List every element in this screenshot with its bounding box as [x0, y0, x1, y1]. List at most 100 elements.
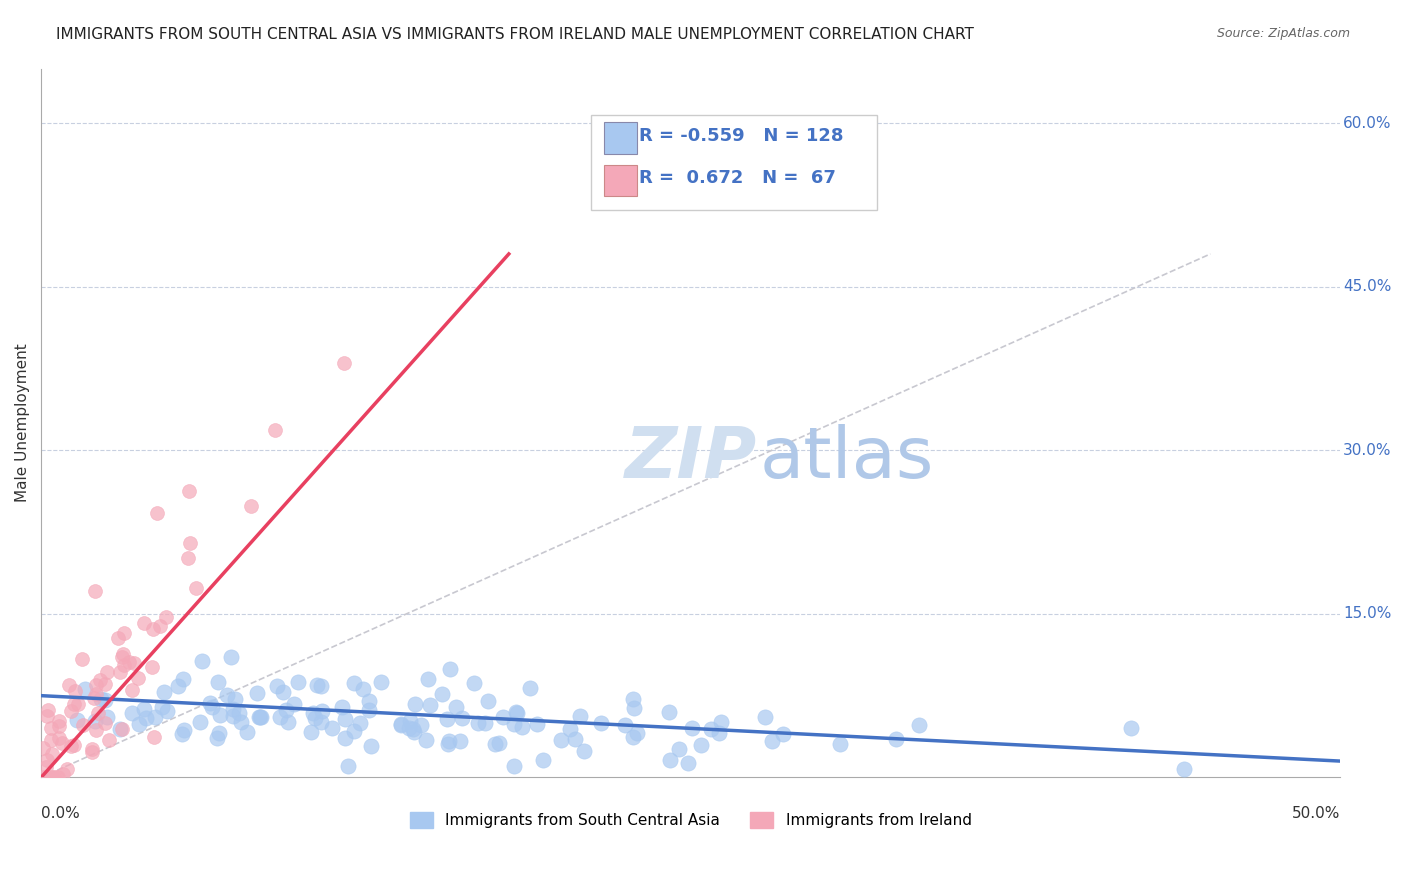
Point: [143, 710, 166, 724]
Legend: Immigrants from South Central Asia, Immigrants from Ireland: Immigrants from South Central Asia, Immi…: [404, 806, 977, 834]
Point: [118, 655, 141, 669]
Point: [710, 714, 733, 729]
Point: [188, 715, 211, 730]
Point: [299, 724, 322, 739]
Point: [141, 659, 163, 673]
Point: [219, 650, 242, 665]
Text: R = -0.559   N = 128: R = -0.559 N = 128: [638, 127, 844, 145]
Point: [41, 721, 63, 735]
Point: [658, 705, 681, 719]
Point: [343, 724, 366, 739]
Point: [506, 706, 529, 721]
Text: Source: ZipAtlas.com: Source: ZipAtlas.com: [1216, 27, 1350, 40]
Point: [321, 721, 343, 735]
Point: [48, 719, 70, 733]
Point: [336, 759, 359, 773]
FancyBboxPatch shape: [591, 114, 876, 211]
Point: [80, 745, 103, 759]
Point: [143, 730, 166, 744]
Point: [828, 738, 851, 752]
Point: [231, 714, 253, 729]
Point: [451, 711, 474, 725]
Point: [186, 582, 208, 596]
Point: [235, 725, 257, 739]
Point: [80, 742, 103, 756]
Point: [1121, 721, 1143, 735]
Point: [700, 722, 723, 736]
Point: [333, 356, 356, 370]
Text: R =  0.672   N =  67: R = 0.672 N = 67: [638, 169, 835, 187]
Point: [170, 726, 193, 740]
Point: [269, 710, 291, 724]
Text: 30.0%: 30.0%: [1343, 442, 1392, 458]
Point: [190, 654, 212, 668]
Point: [97, 732, 120, 747]
Point: [526, 717, 548, 731]
Point: [84, 723, 107, 737]
Point: [621, 691, 644, 706]
Point: [761, 734, 783, 748]
Point: [439, 662, 461, 676]
Point: [304, 711, 326, 725]
Point: [112, 648, 135, 662]
Text: IMMIGRANTS FROM SOUTH CENTRAL ASIA VS IMMIGRANTS FROM IRELAND MALE UNEMPLOYMENT : IMMIGRANTS FROM SOUTH CENTRAL ASIA VS IM…: [56, 27, 974, 42]
Point: [93, 677, 115, 691]
Point: [357, 694, 380, 708]
Point: [90, 692, 112, 706]
Point: [128, 717, 150, 731]
Point: [330, 699, 353, 714]
Point: [207, 675, 229, 690]
Point: [287, 675, 309, 690]
Point: [250, 710, 273, 724]
Text: 50.0%: 50.0%: [1292, 805, 1340, 821]
Point: [477, 694, 499, 708]
Point: [463, 675, 485, 690]
Point: [402, 722, 425, 736]
Point: [623, 701, 645, 715]
Point: [94, 716, 117, 731]
Point: [484, 737, 506, 751]
Point: [121, 682, 143, 697]
Point: [48, 714, 70, 728]
Point: [63, 738, 86, 752]
Point: [172, 672, 194, 686]
Text: R =  0.672   N =  67: R = 0.672 N = 67: [638, 169, 835, 187]
Point: [155, 610, 177, 624]
Point: [63, 697, 86, 711]
Point: [41, 747, 63, 762]
Point: [263, 423, 285, 437]
Point: [550, 733, 572, 747]
Point: [32, 741, 55, 756]
Point: [66, 697, 89, 711]
Point: [46, 771, 69, 785]
Point: [44, 771, 66, 785]
Point: [72, 718, 94, 732]
Point: [239, 500, 262, 514]
Point: [222, 709, 245, 723]
Point: [658, 753, 681, 767]
Point: [389, 717, 412, 731]
Point: [1173, 763, 1195, 777]
Point: [676, 756, 699, 770]
Point: [430, 687, 453, 701]
Point: [689, 738, 711, 752]
Point: [492, 710, 515, 724]
Point: [360, 739, 382, 753]
Point: [208, 708, 231, 723]
Point: [96, 665, 118, 679]
Point: [247, 710, 270, 724]
Point: [63, 684, 86, 698]
Point: [83, 584, 105, 599]
Point: [311, 705, 333, 719]
Point: [245, 686, 267, 700]
Point: [505, 705, 527, 719]
Point: [127, 671, 149, 685]
Point: [415, 733, 437, 747]
Point: [167, 679, 190, 693]
Point: [46, 771, 69, 785]
Point: [84, 687, 107, 701]
Point: [142, 622, 165, 636]
Point: [215, 688, 238, 702]
Y-axis label: Male Unemployment: Male Unemployment: [15, 343, 30, 502]
Point: [349, 716, 371, 731]
